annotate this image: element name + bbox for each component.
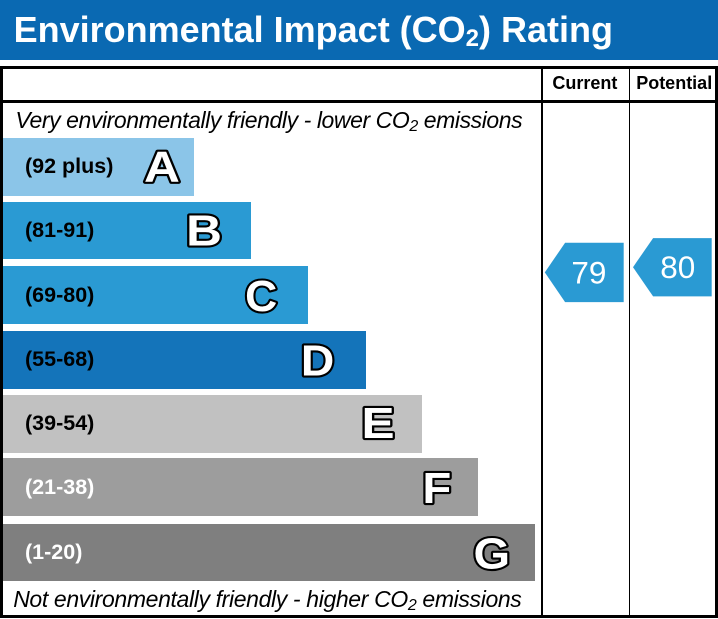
- svg-text:C: C: [245, 272, 277, 321]
- svg-text:D: D: [301, 336, 334, 385]
- svg-text:80: 80: [660, 249, 695, 285]
- svg-text:G: G: [474, 529, 511, 578]
- svg-text:79: 79: [571, 254, 606, 290]
- svg-text:B: B: [186, 206, 222, 255]
- svg-text:A: A: [144, 143, 180, 192]
- svg-text:E: E: [362, 399, 395, 448]
- svg-text:F: F: [422, 464, 451, 513]
